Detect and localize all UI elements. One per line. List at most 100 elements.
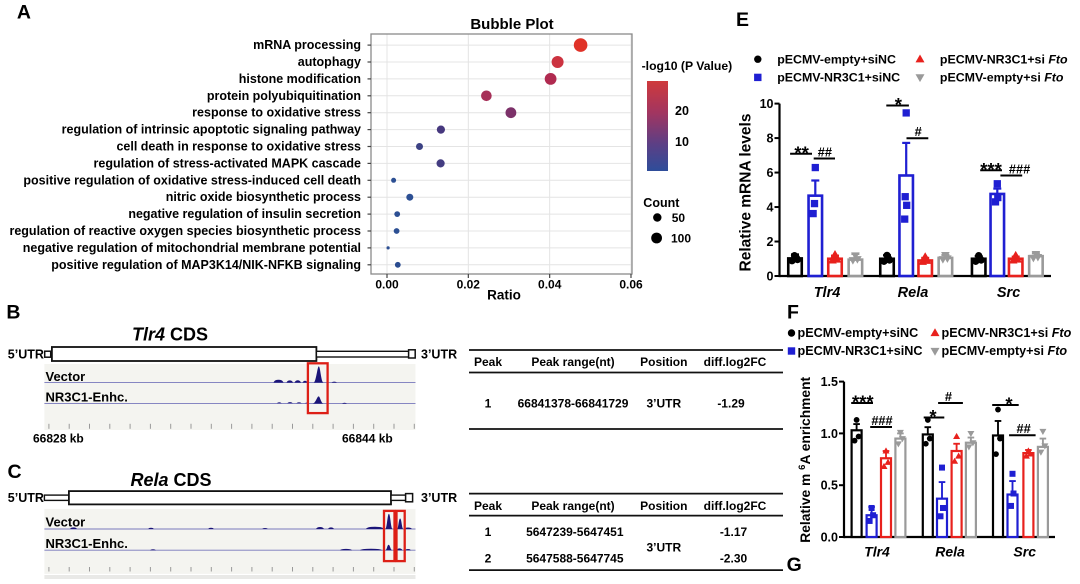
svg-text:50: 50 — [672, 211, 686, 225]
svg-text:3’UTR: 3’UTR — [646, 540, 681, 554]
svg-text:Peak: Peak — [474, 355, 502, 369]
svg-text:NR3C1-Enhc.: NR3C1-Enhc. — [46, 536, 128, 551]
svg-text:0.0: 0.0 — [821, 530, 838, 544]
svg-text:regulation of stress-activated: regulation of stress-activated MAPK casc… — [94, 156, 361, 170]
svg-text:4: 4 — [767, 200, 774, 214]
svg-text:66844 kb: 66844 kb — [342, 432, 393, 446]
svg-text:histone modification: histone modification — [239, 72, 361, 86]
svg-text:0.06: 0.06 — [619, 278, 643, 292]
svg-text:#: # — [945, 389, 952, 404]
svg-text:positive regulation of MAP3K14: positive regulation of MAP3K14/NIK-NFKB … — [51, 258, 361, 272]
svg-text:Src: Src — [997, 285, 1020, 301]
svg-text:Src: Src — [1013, 544, 1036, 560]
svg-text:-1.29: -1.29 — [717, 397, 745, 411]
svg-text:0.00: 0.00 — [375, 278, 399, 292]
svg-text:G: G — [787, 554, 802, 576]
svg-text:negative regulation of insulin: negative regulation of insulin secretion — [128, 207, 361, 221]
svg-text:Rela CDS: Rela CDS — [130, 470, 211, 490]
svg-text:2: 2 — [485, 551, 492, 565]
svg-text:20: 20 — [675, 104, 689, 118]
svg-text:nitric oxide biosynthetic proc: nitric oxide biosynthetic process — [166, 190, 361, 204]
svg-text:Position: Position — [640, 355, 687, 369]
svg-text:100: 100 — [671, 232, 691, 246]
svg-text:regulation of reactive oxygen: regulation of reactive oxygen species bi… — [9, 224, 361, 238]
svg-text:-2.30: -2.30 — [720, 551, 748, 565]
svg-text:NR3C1-Enhc.: NR3C1-Enhc. — [46, 390, 128, 405]
svg-text:F: F — [787, 302, 799, 324]
svg-text:Relative m 6A enrichment: Relative m 6A enrichment — [797, 376, 813, 542]
svg-text:pECMV-empty+siNC: pECMV-empty+siNC — [777, 52, 896, 66]
svg-text:***: *** — [852, 392, 874, 413]
svg-text:diff.log2FC: diff.log2FC — [704, 499, 767, 513]
svg-text:2: 2 — [767, 235, 774, 249]
svg-text:pECMV-NR3C1+siNC: pECMV-NR3C1+siNC — [798, 344, 923, 358]
svg-text:pECMV-empty+siNC: pECMV-empty+siNC — [798, 326, 919, 340]
svg-text:5’UTR: 5’UTR — [8, 348, 44, 362]
svg-text:-1.17: -1.17 — [720, 525, 748, 539]
svg-text:pECMV-NR3C1+si Fto: pECMV-NR3C1+si Fto — [940, 52, 1068, 66]
svg-text:66828 kb: 66828 kb — [33, 432, 84, 446]
svg-text:3’UTR: 3’UTR — [646, 397, 681, 411]
svg-text:Vector: Vector — [46, 369, 86, 384]
svg-text:0.02: 0.02 — [457, 278, 481, 292]
svg-text:10: 10 — [675, 135, 689, 149]
svg-text:Ratio: Ratio — [487, 288, 521, 303]
svg-text:3’UTR: 3’UTR — [421, 348, 457, 362]
svg-text:positive regulation of oxidati: positive regulation of oxidative stress-… — [23, 173, 361, 187]
svg-text:Tlr4: Tlr4 — [864, 544, 890, 560]
svg-text:autophagy: autophagy — [298, 55, 361, 69]
svg-text:Rela: Rela — [898, 285, 929, 301]
svg-text:diff.log2FC: diff.log2FC — [704, 355, 767, 369]
svg-text:Peak range(nt): Peak range(nt) — [531, 355, 614, 369]
svg-text:Position: Position — [640, 499, 687, 513]
svg-text:0.5: 0.5 — [821, 479, 838, 493]
svg-text:5’UTR: 5’UTR — [8, 491, 44, 505]
svg-text:1.0: 1.0 — [821, 427, 838, 441]
svg-text:Vector: Vector — [46, 515, 86, 530]
svg-text:*: * — [895, 94, 903, 115]
svg-text:pECMV-NR3C1+si Fto: pECMV-NR3C1+si Fto — [942, 326, 1072, 340]
svg-text:8: 8 — [767, 132, 774, 146]
svg-text:response to oxidative stress: response to oxidative stress — [192, 106, 361, 120]
svg-text:pECMV-empty+si Fto: pECMV-empty+si Fto — [940, 71, 1064, 85]
svg-text:Rela: Rela — [935, 544, 965, 560]
svg-text:#: # — [915, 124, 922, 139]
svg-text:negative regulation of mitocho: negative regulation of mitochondrial mem… — [23, 241, 361, 255]
svg-text:##: ## — [1016, 421, 1030, 436]
svg-text:cell death in response to oxid: cell death in response to oxidative stre… — [116, 140, 361, 154]
svg-text:0.04: 0.04 — [538, 278, 562, 292]
svg-text:10: 10 — [760, 97, 774, 111]
svg-text:*: * — [929, 406, 937, 427]
svg-text:regulation of intrinsic apopto: regulation of intrinsic apoptotic signal… — [62, 123, 361, 137]
svg-text:Bubble Plot: Bubble Plot — [470, 16, 553, 33]
svg-text:1: 1 — [485, 525, 492, 539]
svg-text:5647239-5647451: 5647239-5647451 — [526, 525, 624, 539]
svg-text:A: A — [17, 1, 31, 23]
svg-text:protein polyubiquitination: protein polyubiquitination — [207, 89, 361, 103]
svg-text:C: C — [8, 461, 22, 483]
svg-text:Tlr4 CDS: Tlr4 CDS — [132, 325, 208, 345]
svg-text:##: ## — [818, 145, 832, 160]
svg-text:*: * — [1005, 394, 1013, 415]
svg-text:pECMV-empty+si Fto: pECMV-empty+si Fto — [942, 344, 1068, 358]
svg-text:B: B — [6, 302, 20, 324]
svg-text:3’UTR: 3’UTR — [421, 491, 457, 505]
svg-text:###: ### — [1009, 162, 1030, 177]
svg-text:###: ### — [871, 413, 892, 428]
svg-text:-log10 (P Value): -log10 (P Value) — [642, 59, 733, 73]
svg-text:0: 0 — [767, 269, 774, 283]
svg-text:Tlr4: Tlr4 — [814, 285, 841, 301]
svg-text:pECMV-NR3C1+siNC: pECMV-NR3C1+siNC — [777, 71, 900, 85]
svg-text:Peak: Peak — [474, 499, 502, 513]
svg-text:6: 6 — [767, 166, 774, 180]
svg-text:mRNA processing: mRNA processing — [253, 38, 361, 52]
svg-text:Relative mRNA levels: Relative mRNA levels — [738, 114, 755, 272]
svg-text:66841378-66841729: 66841378-66841729 — [518, 397, 629, 411]
svg-text:E: E — [736, 9, 749, 31]
svg-text:Peak range(nt): Peak range(nt) — [531, 499, 614, 513]
svg-text:**: ** — [794, 142, 809, 163]
svg-text:5647588-5647745: 5647588-5647745 — [526, 551, 624, 565]
svg-text:1: 1 — [485, 397, 492, 411]
svg-text:1.5: 1.5 — [821, 375, 838, 389]
svg-text:Count: Count — [643, 196, 680, 210]
